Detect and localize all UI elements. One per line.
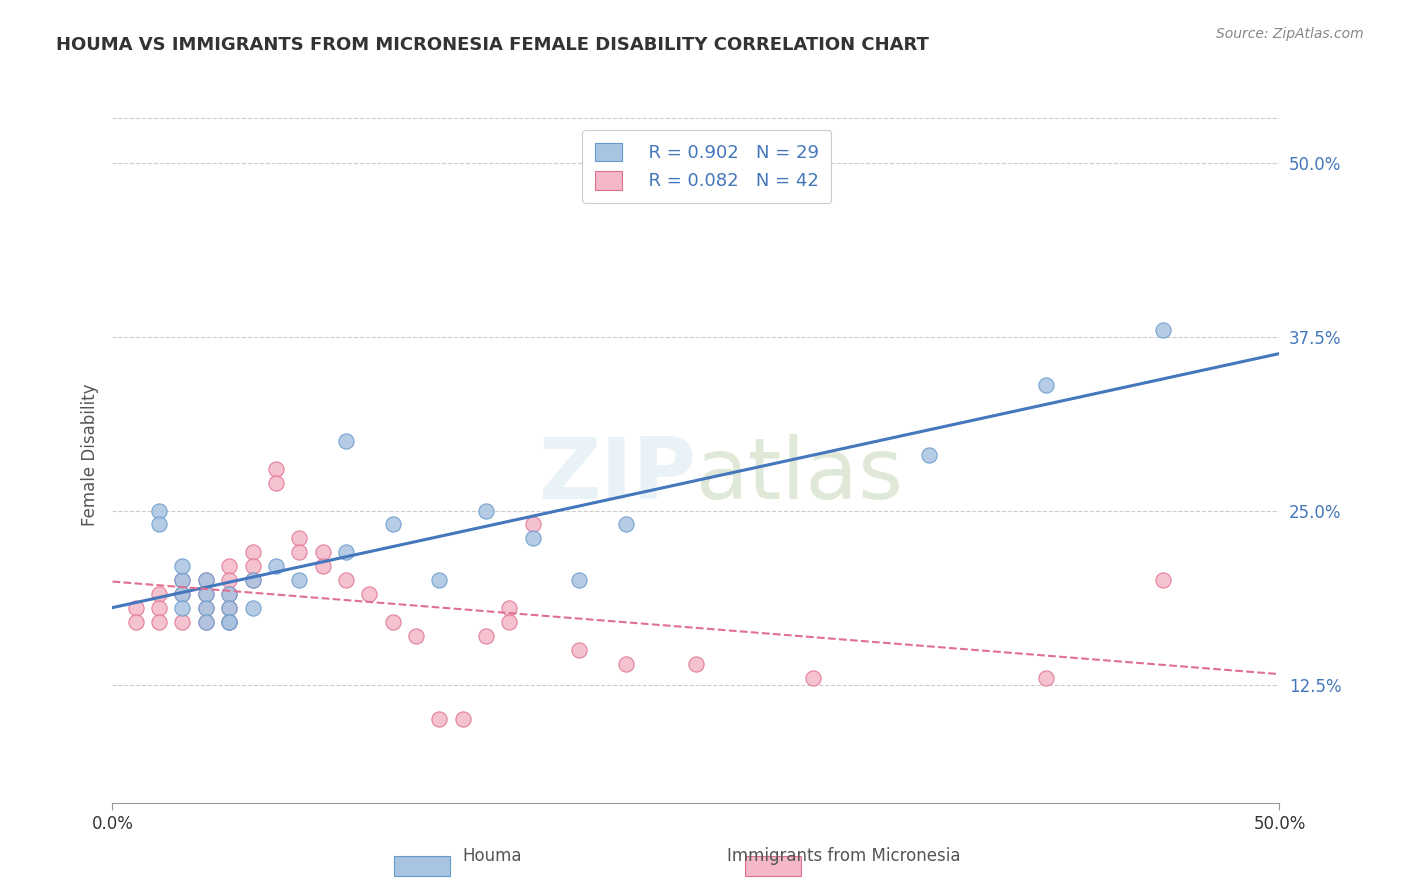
Text: ZIP: ZIP bbox=[538, 434, 696, 517]
Y-axis label: Female Disability: Female Disability bbox=[80, 384, 98, 526]
Point bbox=[1035, 378, 1057, 392]
Point bbox=[801, 671, 824, 685]
Text: Immigrants from Micronesia: Immigrants from Micronesia bbox=[727, 847, 960, 865]
Point bbox=[614, 657, 637, 671]
Point bbox=[218, 615, 240, 629]
Point bbox=[218, 601, 240, 615]
Point bbox=[427, 712, 450, 726]
Point bbox=[242, 573, 264, 587]
Point bbox=[148, 587, 170, 601]
Point bbox=[475, 503, 498, 517]
Point bbox=[335, 545, 357, 559]
Point bbox=[172, 559, 194, 574]
Point bbox=[242, 559, 264, 574]
Point bbox=[148, 601, 170, 615]
Point bbox=[568, 642, 591, 657]
Point bbox=[172, 587, 194, 601]
Point bbox=[918, 448, 941, 462]
Point bbox=[148, 503, 170, 517]
Point bbox=[288, 532, 311, 546]
Point bbox=[335, 434, 357, 448]
Point bbox=[405, 629, 427, 643]
Point bbox=[194, 573, 217, 587]
Point bbox=[451, 712, 474, 726]
Point bbox=[288, 545, 311, 559]
Point bbox=[1152, 573, 1174, 587]
Point bbox=[1035, 671, 1057, 685]
Point bbox=[148, 517, 170, 532]
Point bbox=[288, 573, 311, 587]
Point bbox=[311, 545, 333, 559]
Point bbox=[359, 587, 381, 601]
Point bbox=[427, 573, 450, 587]
Point bbox=[522, 517, 544, 532]
Point bbox=[498, 601, 520, 615]
Point bbox=[1152, 323, 1174, 337]
Point bbox=[194, 573, 217, 587]
Point bbox=[218, 615, 240, 629]
Text: atlas: atlas bbox=[696, 434, 904, 517]
Point bbox=[218, 615, 240, 629]
Point bbox=[685, 657, 707, 671]
Point bbox=[194, 587, 217, 601]
Point bbox=[194, 601, 217, 615]
Text: Source: ZipAtlas.com: Source: ZipAtlas.com bbox=[1216, 27, 1364, 41]
Legend:   R = 0.902   N = 29,   R = 0.082   N = 42: R = 0.902 N = 29, R = 0.082 N = 42 bbox=[582, 130, 831, 203]
Point bbox=[194, 587, 217, 601]
Point bbox=[125, 615, 148, 629]
Point bbox=[264, 475, 287, 490]
Point bbox=[172, 587, 194, 601]
Point bbox=[242, 573, 264, 587]
Point bbox=[311, 559, 333, 574]
Point bbox=[194, 615, 217, 629]
Point bbox=[242, 601, 264, 615]
Point bbox=[568, 573, 591, 587]
Point bbox=[242, 545, 264, 559]
Point bbox=[381, 517, 404, 532]
Text: Houma: Houma bbox=[463, 847, 522, 865]
Point bbox=[218, 573, 240, 587]
Point bbox=[172, 601, 194, 615]
Point bbox=[264, 462, 287, 476]
Point bbox=[475, 629, 498, 643]
Point bbox=[218, 601, 240, 615]
Point bbox=[335, 573, 357, 587]
Point bbox=[218, 587, 240, 601]
Point bbox=[522, 532, 544, 546]
Point bbox=[148, 615, 170, 629]
Point bbox=[125, 601, 148, 615]
Point bbox=[172, 573, 194, 587]
Point bbox=[264, 559, 287, 574]
Point bbox=[218, 559, 240, 574]
Point bbox=[218, 587, 240, 601]
Point bbox=[172, 615, 194, 629]
Point bbox=[172, 573, 194, 587]
Point bbox=[381, 615, 404, 629]
Text: HOUMA VS IMMIGRANTS FROM MICRONESIA FEMALE DISABILITY CORRELATION CHART: HOUMA VS IMMIGRANTS FROM MICRONESIA FEMA… bbox=[56, 36, 929, 54]
Point bbox=[194, 601, 217, 615]
Point bbox=[614, 517, 637, 532]
Point bbox=[194, 615, 217, 629]
Point bbox=[498, 615, 520, 629]
